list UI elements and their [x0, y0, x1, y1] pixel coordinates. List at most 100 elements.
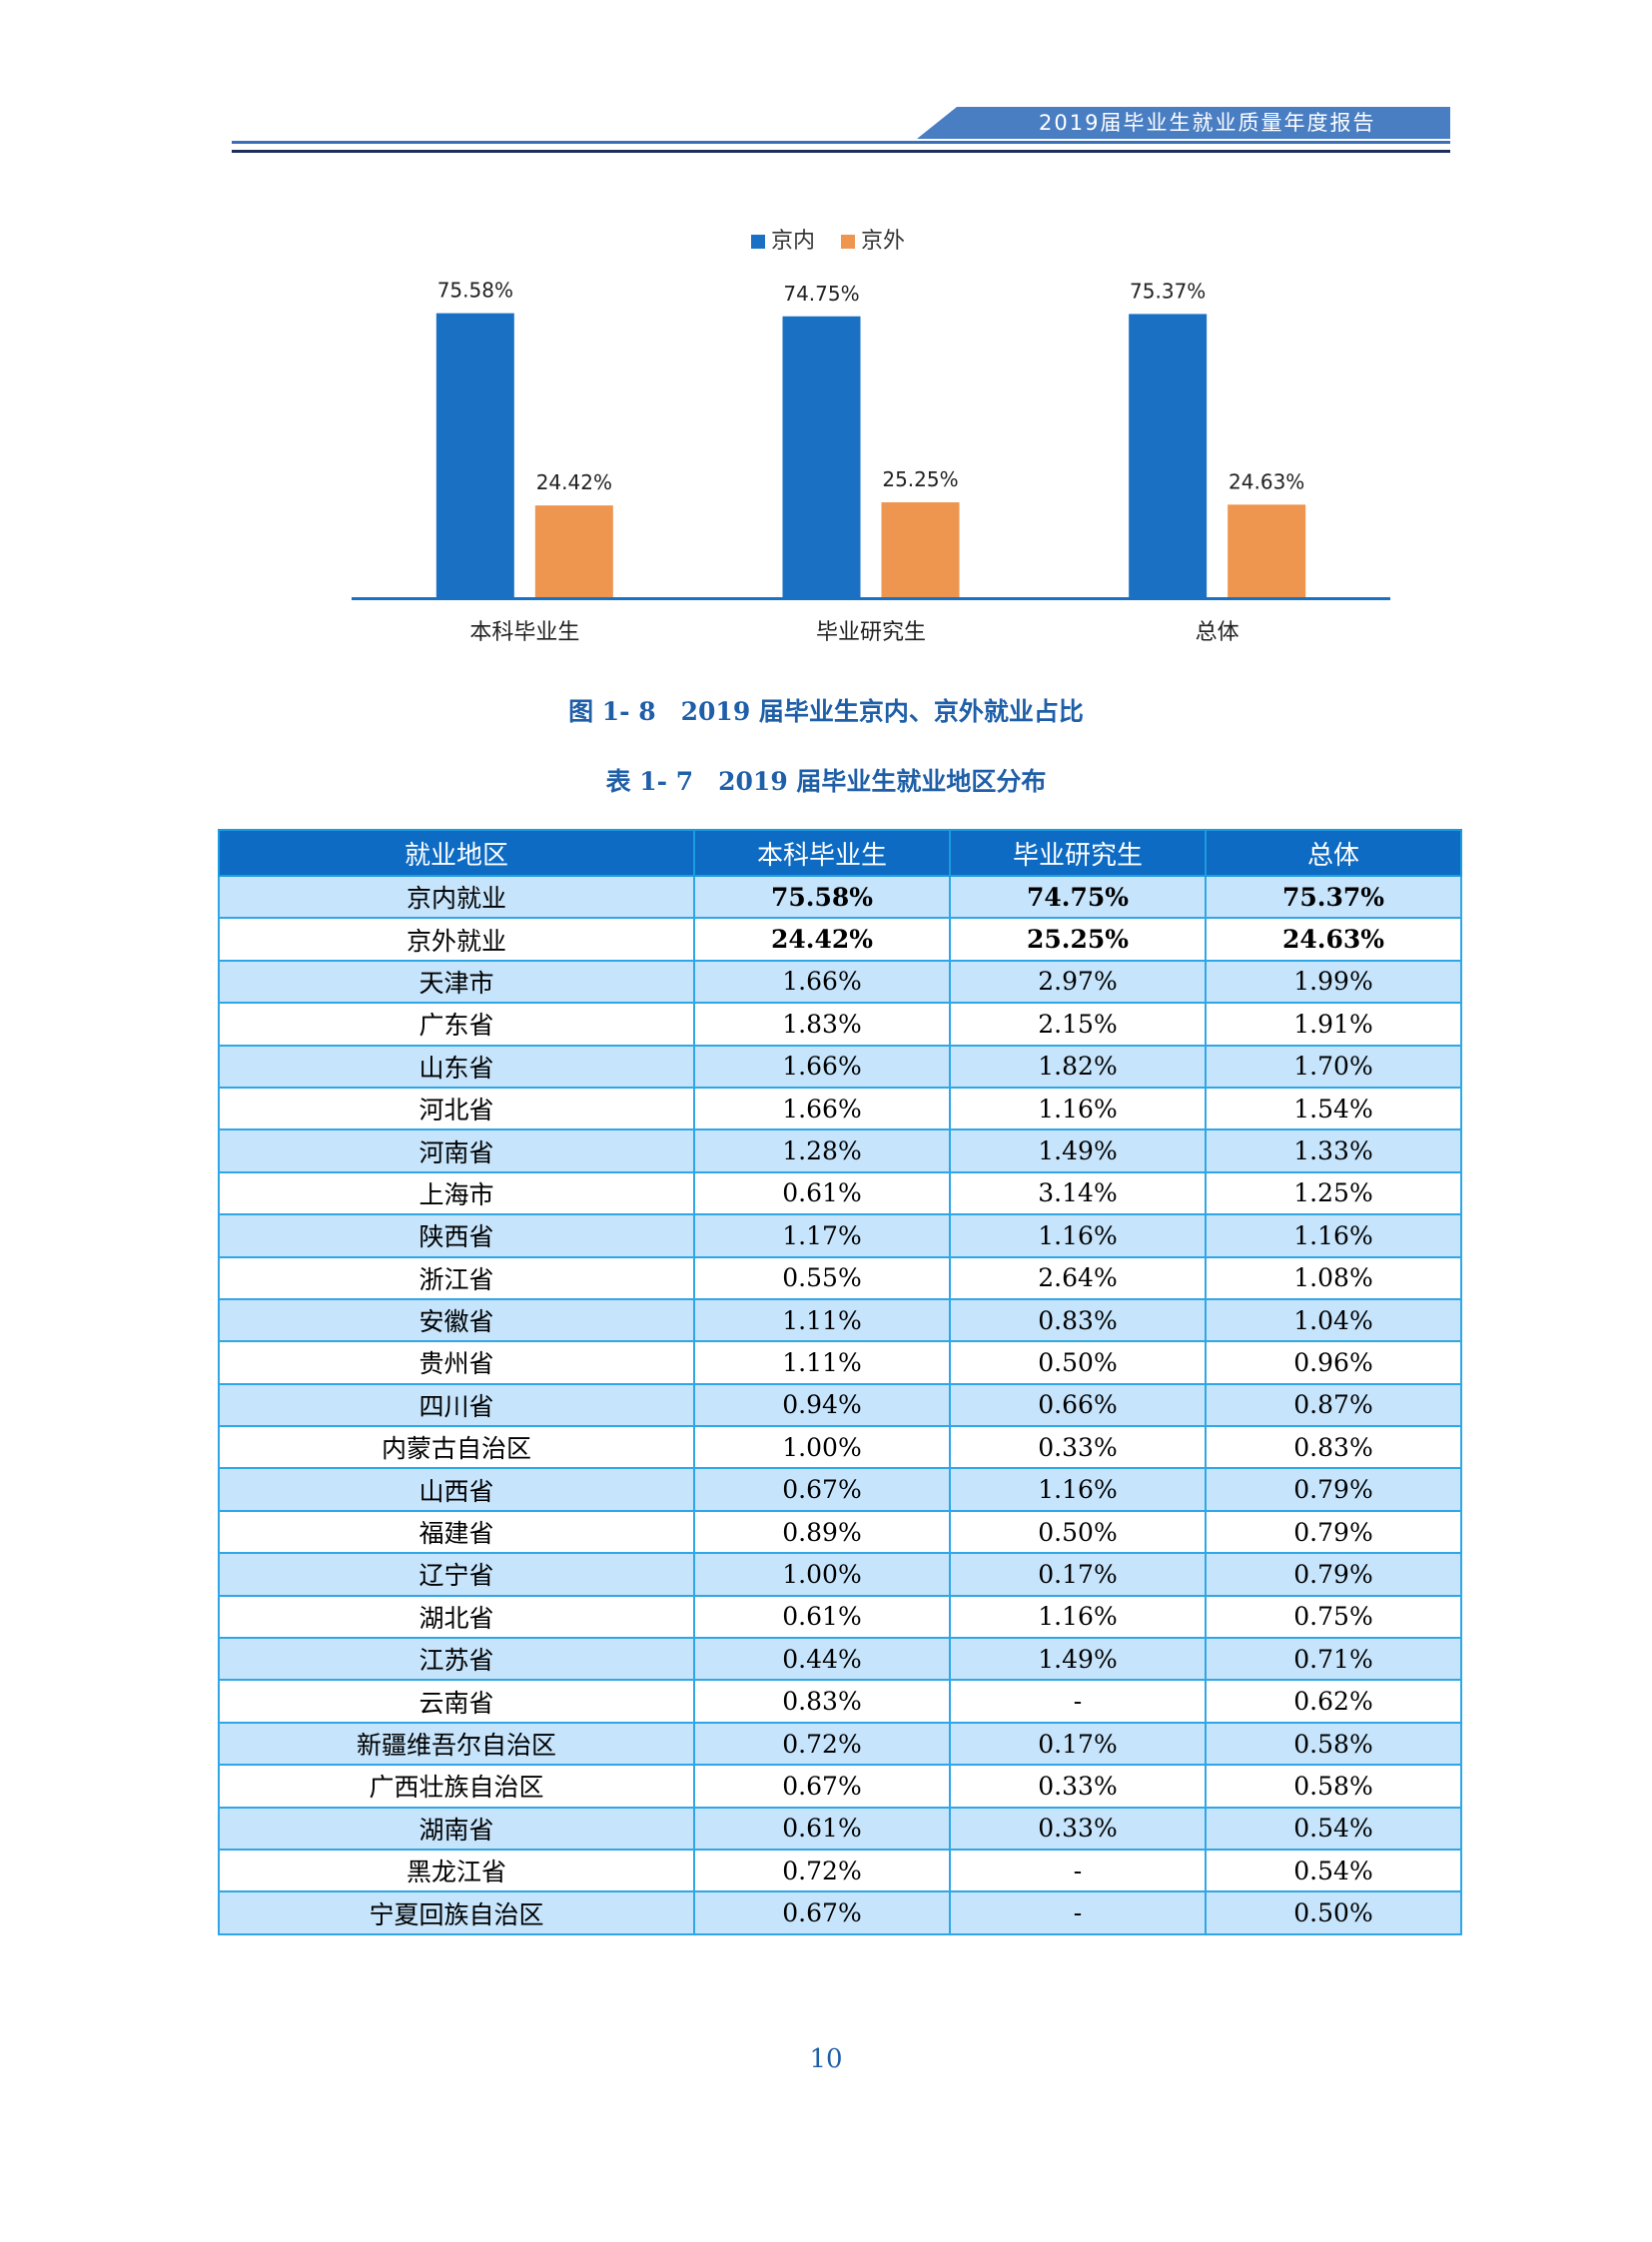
table-row: 宁夏回族自治区 0.67% -0.50%: [218, 1890, 1462, 1935]
cell-total: 0.96%: [1205, 1340, 1462, 1385]
legend-label: 京内: [771, 229, 815, 254]
bar-jingnei: [1129, 314, 1208, 597]
x-tick-label: 总体: [1196, 620, 1239, 645]
cell-undergrad: 0.72%: [693, 1848, 951, 1893]
cell-total: 0.71%: [1205, 1637, 1462, 1682]
cell-graduate: -: [949, 1848, 1207, 1893]
bar-jingnei: [435, 313, 514, 597]
bar-jingwai: [534, 505, 613, 597]
cell-graduate: 25.25%: [949, 917, 1207, 962]
table-row: 四川省 0.94% 0.66% 0.87%: [218, 1382, 1462, 1428]
legend-swatch: [751, 235, 765, 249]
table-row: 辽宁省 1.00% 0.17% 0.79%: [218, 1552, 1462, 1597]
header-region: 就业地区: [218, 829, 695, 877]
cell-graduate: -: [949, 1890, 1207, 1935]
cell-graduate: 74.75%: [949, 874, 1207, 920]
cell-graduate: 2.15%: [949, 1002, 1207, 1047]
cell-region: 湖北省: [218, 1594, 695, 1640]
cell-graduate: 1.16%: [949, 1594, 1207, 1640]
cell-total: 75.37%: [1205, 874, 1462, 920]
cell-undergrad: 1.66%: [693, 959, 951, 1005]
cell-undergrad: 0.55%: [693, 1255, 951, 1300]
cell-total: 0.50%: [1205, 1890, 1462, 1935]
cell-undergrad: 1.11%: [693, 1297, 951, 1343]
table-row: 福建省 0.89% 0.50% 0.79%: [218, 1509, 1462, 1555]
cell-undergrad: 0.67%: [693, 1467, 951, 1512]
cell-graduate: -: [949, 1679, 1207, 1724]
cell-graduate: 0.33%: [949, 1425, 1207, 1470]
cell-undergrad: 1.11%: [693, 1340, 951, 1385]
cell-graduate: 0.66%: [949, 1382, 1207, 1428]
legend-swatch: [841, 235, 855, 249]
cell-total: 1.70%: [1205, 1044, 1462, 1089]
header-graduate: 毕业研究生: [949, 829, 1207, 877]
cell-graduate: 2.97%: [949, 959, 1207, 1005]
data-label: 75.37%: [1130, 279, 1206, 303]
cell-undergrad: 0.67%: [693, 1764, 951, 1809]
cell-region: 山东省: [218, 1044, 695, 1089]
table-row: 江苏省 0.44% 1.49% 0.71%: [218, 1637, 1462, 1682]
cell-region: 四川省: [218, 1382, 695, 1428]
cell-region: 京外就业: [218, 917, 695, 962]
cell-region: 内蒙古自治区: [218, 1425, 695, 1470]
cell-region: 天津市: [218, 959, 695, 1005]
cell-total: 0.54%: [1205, 1848, 1462, 1893]
table-header-row: 就业地区 本科毕业生 毕业研究生 总体: [218, 829, 1462, 877]
cell-region: 浙江省: [218, 1255, 695, 1300]
cell-total: 1.33%: [1205, 1128, 1462, 1173]
table-row: 广东省 1.83% 2.15% 1.91%: [218, 1002, 1462, 1047]
table-row: 内蒙古自治区 1.00% 0.33% 0.83%: [218, 1425, 1462, 1470]
table-row: 山东省 1.66% 1.82% 1.70%: [218, 1044, 1462, 1089]
cell-region: 江苏省: [218, 1637, 695, 1682]
cell-graduate: 0.33%: [949, 1764, 1207, 1809]
cell-graduate: 0.33%: [949, 1806, 1207, 1851]
cell-undergrad: 1.00%: [693, 1552, 951, 1597]
cell-graduate: 1.82%: [949, 1044, 1207, 1089]
header-rule-dark: [232, 150, 1450, 153]
table-row: 河南省 1.28% 1.49% 1.33%: [218, 1128, 1462, 1173]
table-row: 云南省 0.83% -0.62%: [218, 1679, 1462, 1724]
data-label: 24.42%: [536, 470, 612, 494]
cell-region: 陕西省: [218, 1213, 695, 1258]
cell-total: 1.16%: [1205, 1213, 1462, 1258]
cell-undergrad: 0.61%: [693, 1806, 951, 1851]
cell-region: 辽宁省: [218, 1552, 695, 1597]
table-row: 广西壮族自治区 0.67% 0.33% 0.58%: [218, 1764, 1462, 1809]
cell-graduate: 0.50%: [949, 1340, 1207, 1385]
cell-total: 0.83%: [1205, 1425, 1462, 1470]
cell-total: 1.54%: [1205, 1086, 1462, 1131]
table-row: 贵州省 1.11% 0.50% 0.96%: [218, 1340, 1462, 1385]
cell-graduate: 3.14%: [949, 1170, 1207, 1216]
cell-total: 0.79%: [1205, 1467, 1462, 1512]
cell-total: 0.58%: [1205, 1764, 1462, 1809]
cell-total: 0.54%: [1205, 1806, 1462, 1851]
cell-graduate: 0.83%: [949, 1297, 1207, 1343]
cell-graduate: 1.49%: [949, 1637, 1207, 1682]
cell-region: 上海市: [218, 1170, 695, 1216]
cell-undergrad: 1.00%: [693, 1425, 951, 1470]
data-label: 24.63%: [1229, 469, 1304, 493]
cell-undergrad: 1.66%: [693, 1044, 951, 1089]
cell-region: 山西省: [218, 1467, 695, 1512]
cell-undergrad: 1.66%: [693, 1086, 951, 1131]
cell-undergrad: 0.44%: [693, 1637, 951, 1682]
cell-total: 0.87%: [1205, 1382, 1462, 1428]
page-number: 10: [809, 2044, 843, 2074]
cell-region: 河南省: [218, 1128, 695, 1173]
cell-total: 0.58%: [1205, 1721, 1462, 1767]
bar-jingwai: [881, 501, 960, 597]
employment-region-table: 就业地区 本科毕业生 毕业研究生 总体 京内就业 75.58% 74.75% 75.3…: [218, 829, 1462, 1935]
cell-graduate: 0.17%: [949, 1552, 1207, 1597]
cell-undergrad: 1.17%: [693, 1213, 951, 1258]
cell-total: 0.62%: [1205, 1679, 1462, 1724]
cell-undergrad: 1.83%: [693, 1002, 951, 1047]
cell-total: 1.25%: [1205, 1170, 1462, 1216]
cell-region: 云南省: [218, 1679, 695, 1724]
cell-region: 安徽省: [218, 1297, 695, 1343]
table-row: 黑龙江省 0.72% -0.54%: [218, 1848, 1462, 1893]
data-label: 25.25%: [882, 467, 958, 491]
cell-region: 贵州省: [218, 1340, 695, 1385]
header-ribbon: [917, 107, 1450, 139]
data-label: 74.75%: [783, 282, 859, 306]
bar-chart: 京内 京外 75.58% 24.42% 本科毕业生 74.75% 25.25% 毕业研究生 75…: [352, 229, 1390, 645]
